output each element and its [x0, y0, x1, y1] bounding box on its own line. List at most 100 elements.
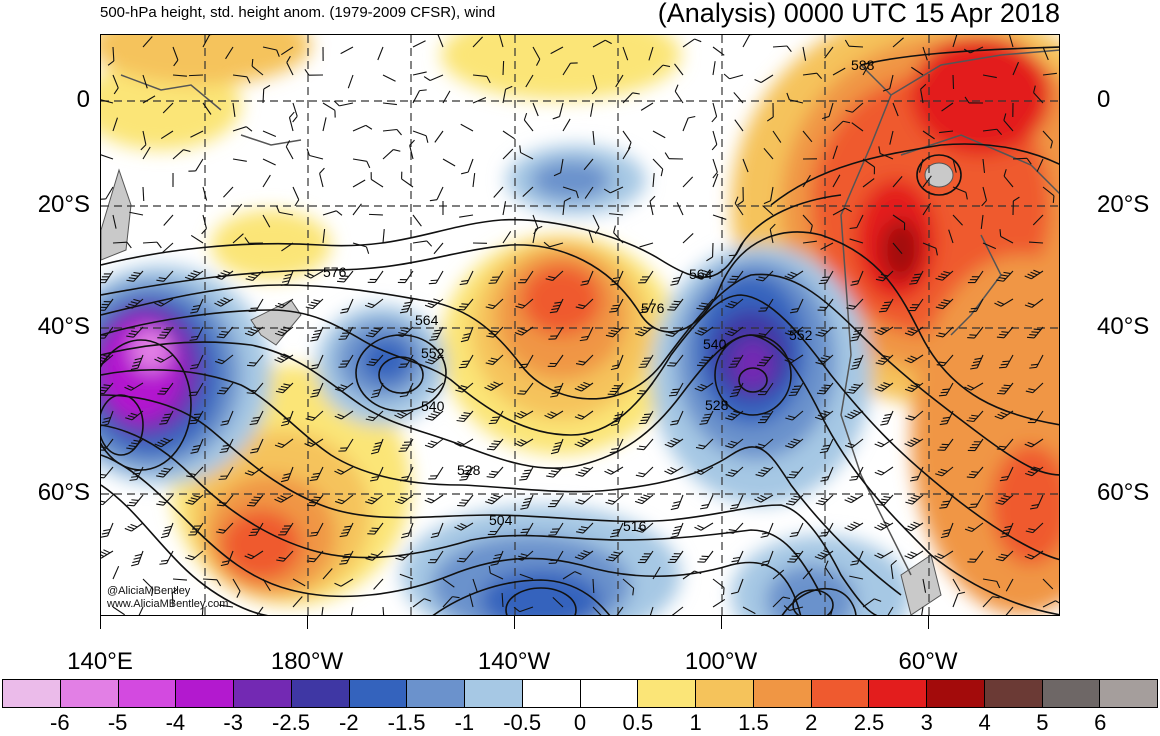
- wind-barb: [742, 158, 749, 173]
- wind-barb: [756, 326, 774, 338]
- wind-barb: [562, 186, 579, 199]
- wind-barb: [789, 298, 804, 314]
- wind-barb: [734, 196, 744, 216]
- credit-website: www.AliciaMBentley.com: [107, 598, 229, 610]
- wind-barb: [999, 466, 1014, 482]
- wind-barb: [814, 410, 834, 421]
- wind-barb: [922, 202, 932, 216]
- wind-barb: [696, 298, 714, 310]
- wind-barb: [188, 158, 204, 172]
- wind-barb: [592, 578, 595, 594]
- wind-barb: [757, 410, 774, 424]
- wind-barb: [459, 466, 474, 481]
- wind-barb: [225, 46, 234, 60]
- wind-barb: [188, 522, 204, 536]
- wind-barb: [352, 158, 371, 169]
- wind-barb: [305, 298, 324, 310]
- wind-barb: [1042, 130, 1053, 149]
- wind-barb: [580, 270, 594, 286]
- wind-barb: [725, 438, 744, 449]
- colorbar-swatch: [1100, 680, 1157, 707]
- wind-barb: [232, 74, 251, 84]
- wind-barb: [442, 578, 455, 588]
- wind-barb: [219, 604, 234, 608]
- wind-barb: [668, 382, 684, 397]
- wind-barb: [515, 298, 534, 309]
- wind-barb: [101, 466, 114, 479]
- wind-barb: [172, 74, 187, 77]
- wind-barb: [592, 214, 600, 235]
- wind-barb: [1012, 61, 1019, 76]
- wind-barb: [442, 90, 451, 104]
- wind-barb: [952, 158, 957, 173]
- wind-barb: [502, 148, 514, 160]
- wind-barb: [802, 130, 813, 143]
- wind-barb: [430, 522, 444, 539]
- wind-barb: [202, 186, 208, 201]
- wind-barb: [832, 174, 841, 188]
- wind-barb: [737, 186, 744, 206]
- wind-barb: [401, 171, 414, 188]
- wind-barb: [366, 354, 384, 366]
- wind-barb: [553, 158, 564, 177]
- wind-barb: [142, 578, 154, 597]
- wind-barb: [456, 550, 474, 563]
- wind-barb: [214, 354, 234, 365]
- lon-label-140w: 140°W: [477, 648, 551, 675]
- colorbar-swatch: [118, 680, 177, 707]
- wind-barb: [188, 410, 204, 425]
- colorbar-swatch: [869, 680, 927, 707]
- wind-barb: [789, 522, 804, 538]
- wind-barb: [712, 599, 726, 608]
- wind-barb: [995, 494, 1014, 505]
- wind-barb: [552, 596, 564, 608]
- wind-barb: [994, 410, 1014, 420]
- lon-label-60w: 60°W: [898, 648, 958, 675]
- wind-barb: [952, 74, 955, 90]
- wind-barb: [1024, 550, 1044, 560]
- colorbar-swatch: [234, 680, 292, 707]
- wind-barb: [129, 211, 144, 216]
- wind-barb: [157, 382, 174, 395]
- wind-barb: [101, 438, 114, 451]
- wind-barb: [274, 438, 294, 448]
- wind-barb: [367, 522, 384, 535]
- wind-barb: [142, 186, 145, 202]
- wind-barb: [622, 92, 640, 104]
- wind-barb: [442, 158, 456, 167]
- wind-barb: [532, 46, 541, 66]
- wind-barb: [514, 326, 534, 336]
- wind-barb: [728, 354, 744, 368]
- wind-barb: [787, 550, 804, 563]
- wind-barb: [712, 214, 727, 220]
- wind-barb: [910, 466, 924, 482]
- wind-barb: [1033, 85, 1044, 104]
- wind-barb: [575, 354, 594, 366]
- contour-label: 588: [851, 57, 875, 73]
- wind-barb: [963, 46, 984, 54]
- wind-barb: [399, 298, 414, 314]
- wind-barb: [652, 130, 666, 139]
- wind-barb: [874, 521, 894, 531]
- wind-barb: [610, 270, 624, 286]
- wind-barb: [802, 72, 823, 80]
- wind-barb: [310, 326, 324, 342]
- wind-barb: [519, 145, 534, 160]
- colorbar-swatch: [811, 680, 870, 707]
- wind-barb: [280, 270, 294, 287]
- wind-barb: [639, 298, 654, 314]
- wind-barb: [156, 270, 174, 282]
- wind-barb: [304, 270, 324, 279]
- colorbar-swatch: [1042, 680, 1101, 707]
- wind-barb: [216, 494, 234, 507]
- wind-barb: [188, 382, 204, 397]
- wind-barb: [1030, 494, 1044, 510]
- wind-barb: [730, 578, 744, 595]
- wind-barb: [609, 213, 624, 216]
- map-panel: 588 576 564 552 540 528 516 504 576 564 …: [100, 34, 1060, 616]
- wind-barb: [484, 381, 504, 391]
- wind-barb: [769, 223, 776, 244]
- wind-barb: [712, 158, 718, 179]
- wind-barb: [725, 466, 744, 477]
- wind-barb: [101, 326, 114, 339]
